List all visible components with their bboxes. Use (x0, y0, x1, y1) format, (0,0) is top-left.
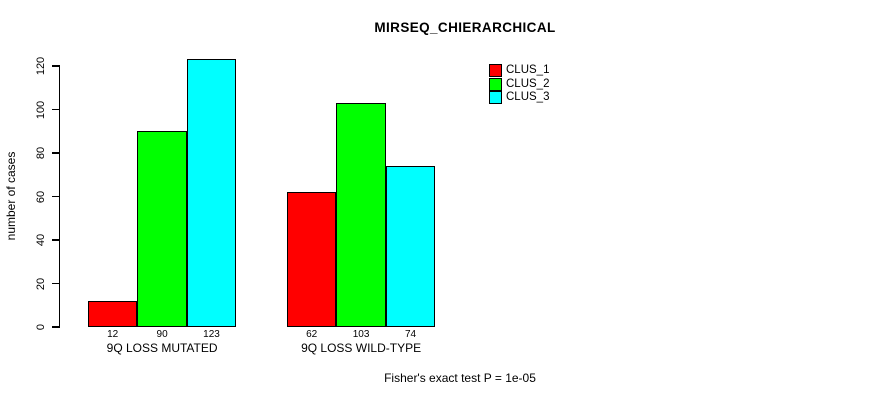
bar-value-label-clus_1-group2: 62 (306, 329, 318, 340)
legend-swatch-icon (489, 64, 502, 78)
bar-value-label-clus_3-group1: 123 (203, 329, 220, 340)
legend-swatch-icon (489, 77, 502, 91)
category-label-group2: 9Q LOSS WILD-TYPE (301, 341, 422, 355)
bar-clus_1-group2 (287, 192, 337, 327)
y-tick-0 (52, 326, 60, 328)
y-tick-20 (52, 282, 60, 285)
legend: CLUS_1 CLUS_2 CLUS_3 (489, 64, 549, 104)
bar-value-label-clus_2-group1: 90 (156, 329, 168, 340)
legend-item-clus_2: CLUS_2 (489, 77, 550, 91)
stat-annotation: Fisher's exact test P = 1e-05 (384, 371, 536, 385)
legend-swatch-icon (489, 90, 502, 104)
legend-label: CLUS_1 (506, 64, 550, 77)
category-label-group1: 9Q LOSS MUTATED (106, 341, 218, 355)
bar-clus_2-group1 (137, 131, 187, 327)
y-tick-label-100: 100 (35, 100, 47, 119)
y-tick-120 (52, 65, 60, 67)
bar-clus_1-group1 (88, 300, 138, 327)
legend-label: CLUS_2 (506, 77, 550, 90)
bar-clus_3-group1 (186, 59, 237, 327)
y-tick-label-0: 0 (35, 323, 47, 331)
y-tick-label-40: 40 (35, 233, 47, 247)
y-tick-label-20: 20 (35, 277, 47, 290)
y-axis-title: number of cases (4, 151, 18, 241)
legend-item-clus_3: CLUS_3 (489, 90, 550, 104)
bar-value-label-clus_1-group1: 12 (107, 329, 119, 340)
legend-label: CLUS_3 (506, 90, 550, 103)
y-tick-80 (52, 152, 60, 154)
bar-clus_2-group2 (336, 102, 386, 327)
y-tick-100 (52, 108, 60, 111)
y-tick-label-60: 60 (35, 190, 47, 203)
y-tick-label-120: 120 (35, 56, 47, 76)
y-tick-label-80: 80 (35, 146, 47, 160)
y-tick-40 (52, 239, 60, 241)
legend-item-clus_1: CLUS_1 (489, 64, 550, 78)
bar-value-label-clus_3-group2: 74 (404, 329, 417, 340)
y-tick-60 (52, 195, 60, 198)
chart-title: MIRSEQ_CHIERARCHICAL (374, 20, 556, 35)
bar-clus_3-group2 (385, 166, 436, 327)
bar-value-label-clus_2-group2: 103 (352, 329, 370, 340)
